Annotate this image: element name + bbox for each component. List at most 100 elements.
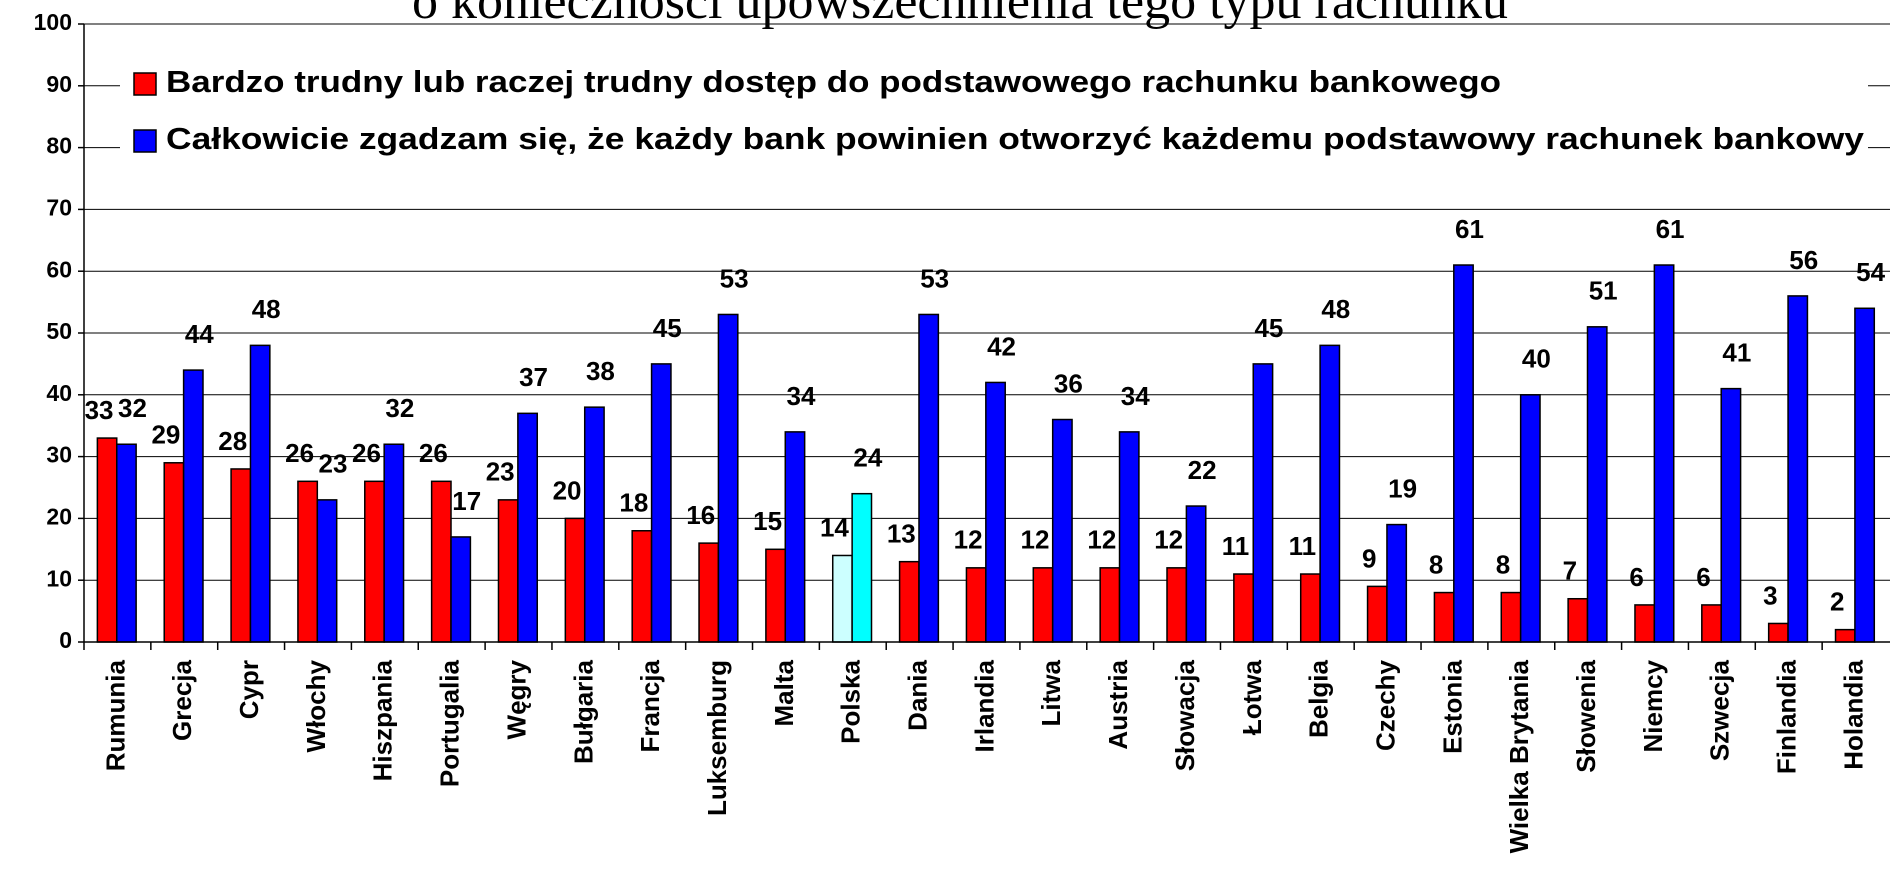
data-label: 29	[151, 420, 180, 450]
x-tick-label: Belgia	[1304, 659, 1334, 738]
bar	[1434, 593, 1453, 642]
bar	[652, 364, 671, 642]
bar	[298, 481, 317, 642]
bar	[1568, 599, 1587, 642]
bar	[164, 463, 183, 642]
bar	[919, 314, 938, 642]
x-tick-label: Grecja	[167, 659, 197, 740]
bar	[1368, 586, 1387, 642]
bar	[565, 518, 584, 642]
data-label: 9	[1362, 543, 1376, 573]
data-label: 8	[1496, 549, 1510, 579]
legend-label: Całkowicie zgadzam się, że każdy bank po…	[166, 121, 1865, 156]
data-label: 7	[1563, 556, 1577, 586]
x-tick-label: Bułgaria	[568, 659, 598, 764]
x-tick-label: Polska	[836, 659, 866, 743]
bar	[432, 481, 451, 642]
data-label: 40	[1522, 344, 1551, 374]
bar	[1721, 389, 1740, 642]
data-label: 14	[820, 512, 849, 542]
data-label: 15	[753, 506, 782, 536]
x-tick-label: Niemcy	[1638, 659, 1668, 752]
y-tick-label: 40	[46, 380, 72, 406]
y-tick-label: 50	[46, 318, 72, 344]
bar	[384, 444, 403, 642]
data-label: 34	[1121, 381, 1150, 411]
x-tick-label: Estonia	[1437, 659, 1467, 753]
x-tick-label: Wielka Brytania	[1504, 659, 1534, 853]
y-tick-label: 100	[34, 9, 72, 35]
bar	[718, 314, 737, 642]
data-label: 54	[1856, 257, 1885, 287]
data-label: 36	[1054, 368, 1083, 398]
x-tick-label: Dania	[903, 659, 933, 730]
data-label: 3	[1763, 580, 1777, 610]
x-tick-label: Szwecja	[1705, 659, 1735, 761]
x-tick-label: Łotwa	[1237, 659, 1267, 735]
y-tick-label: 0	[59, 627, 72, 653]
bar	[451, 537, 470, 642]
data-label: 19	[1388, 473, 1417, 503]
x-tick-label: Francja	[635, 659, 665, 752]
data-label: 11	[1289, 531, 1317, 561]
bar	[900, 562, 919, 642]
data-label: 6	[1696, 562, 1710, 592]
data-label: 61	[1656, 214, 1685, 244]
data-label: 32	[385, 393, 414, 423]
data-label: 13	[887, 519, 916, 549]
bar	[1167, 568, 1186, 642]
data-label: 41	[1722, 337, 1751, 367]
data-label: 26	[285, 438, 314, 468]
data-label: 2	[1830, 587, 1844, 617]
data-label: 51	[1589, 276, 1618, 306]
bar	[1702, 605, 1721, 642]
y-tick-label: 60	[46, 256, 72, 282]
bar	[1635, 605, 1654, 642]
x-tick-label: Austria	[1103, 659, 1133, 749]
data-label: 12	[954, 525, 983, 555]
bar	[184, 370, 203, 642]
x-tick-label: Finlandia	[1772, 659, 1802, 774]
bar	[1454, 265, 1473, 642]
data-label: 32	[118, 393, 147, 423]
chart-title: o konieczności upowszechnienia tego typu…	[412, 0, 1508, 30]
x-tick-label: Portugalia	[435, 659, 465, 787]
data-label: 6	[1629, 562, 1643, 592]
bar	[250, 345, 269, 642]
data-label: 53	[920, 263, 949, 293]
bar	[1033, 568, 1052, 642]
bar	[1120, 432, 1139, 642]
bar	[498, 500, 517, 642]
data-label: 12	[1021, 525, 1050, 555]
y-tick-label: 80	[46, 133, 72, 159]
data-label: 22	[1188, 455, 1217, 485]
bar	[966, 568, 985, 642]
legend-label: Bardzo trudny lub raczej trudny dostęp d…	[166, 64, 1501, 99]
y-tick-label: 90	[46, 71, 72, 97]
bar	[1253, 364, 1272, 642]
x-tick-label: Litwa	[1036, 659, 1066, 726]
data-label: 16	[686, 500, 715, 530]
bar	[117, 444, 136, 642]
legend-swatch	[134, 130, 156, 152]
x-tick-label: Malta	[769, 659, 799, 726]
data-label: 48	[1321, 294, 1350, 324]
x-tick-label: Węgry	[501, 659, 531, 739]
x-tick-label: Hiszpania	[368, 659, 398, 781]
bar	[699, 543, 718, 642]
data-label: 45	[1254, 313, 1283, 343]
bar	[766, 549, 785, 642]
data-label: 8	[1429, 549, 1443, 579]
x-tick-label: Cypr	[234, 660, 264, 719]
bar	[852, 494, 871, 642]
x-tick-label: Luksemburg	[702, 660, 732, 816]
x-tick-label: Włochy	[301, 659, 331, 752]
data-label: 11	[1222, 531, 1250, 561]
data-label: 12	[1087, 525, 1116, 555]
x-tick-label: Rumunia	[100, 659, 130, 771]
data-label: 34	[787, 381, 816, 411]
data-label: 42	[987, 331, 1016, 361]
data-label: 61	[1455, 214, 1484, 244]
bar	[365, 481, 384, 642]
bar	[833, 555, 852, 642]
